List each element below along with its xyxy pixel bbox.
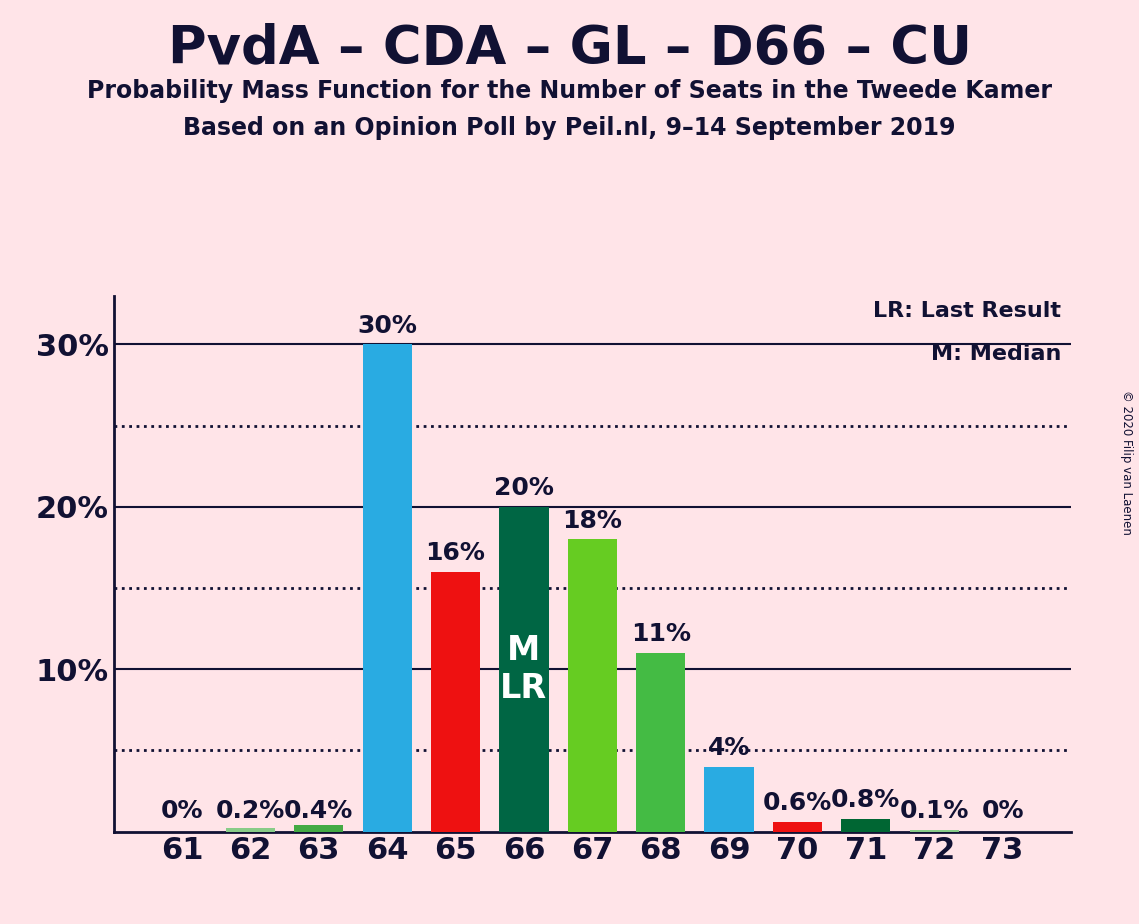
Text: © 2020 Filip van Laenen: © 2020 Filip van Laenen — [1121, 390, 1133, 534]
Text: 20%: 20% — [494, 476, 554, 500]
Text: Based on an Opinion Poll by Peil.nl, 9–14 September 2019: Based on an Opinion Poll by Peil.nl, 9–1… — [183, 116, 956, 140]
Text: 0%: 0% — [982, 799, 1024, 823]
Bar — [499, 506, 549, 832]
Text: 30%: 30% — [358, 314, 417, 338]
Text: 0.8%: 0.8% — [831, 788, 901, 812]
Bar — [704, 767, 754, 832]
Text: PvdA – CDA – GL – D66 – CU: PvdA – CDA – GL – D66 – CU — [167, 23, 972, 75]
Text: 16%: 16% — [426, 541, 485, 565]
Bar — [226, 828, 274, 832]
Text: Probability Mass Function for the Number of Seats in the Tweede Kamer: Probability Mass Function for the Number… — [87, 79, 1052, 103]
Bar — [842, 819, 891, 832]
Text: 4%: 4% — [707, 736, 751, 760]
Bar — [910, 830, 959, 832]
Text: 0.1%: 0.1% — [900, 799, 969, 823]
Text: M
LR: M LR — [500, 634, 548, 705]
Text: 0.2%: 0.2% — [215, 799, 285, 823]
Bar — [772, 821, 822, 832]
Text: 0.6%: 0.6% — [763, 791, 833, 815]
Text: 18%: 18% — [563, 509, 622, 533]
Bar — [362, 345, 412, 832]
Text: LR: Last Result: LR: Last Result — [874, 301, 1062, 321]
Text: M: Median: M: Median — [931, 344, 1062, 364]
Text: 0.4%: 0.4% — [284, 799, 353, 823]
Text: 11%: 11% — [631, 623, 690, 647]
Text: 0%: 0% — [161, 799, 203, 823]
Bar — [636, 653, 686, 832]
Bar — [567, 540, 617, 832]
Bar — [294, 825, 343, 832]
Bar — [431, 572, 481, 832]
